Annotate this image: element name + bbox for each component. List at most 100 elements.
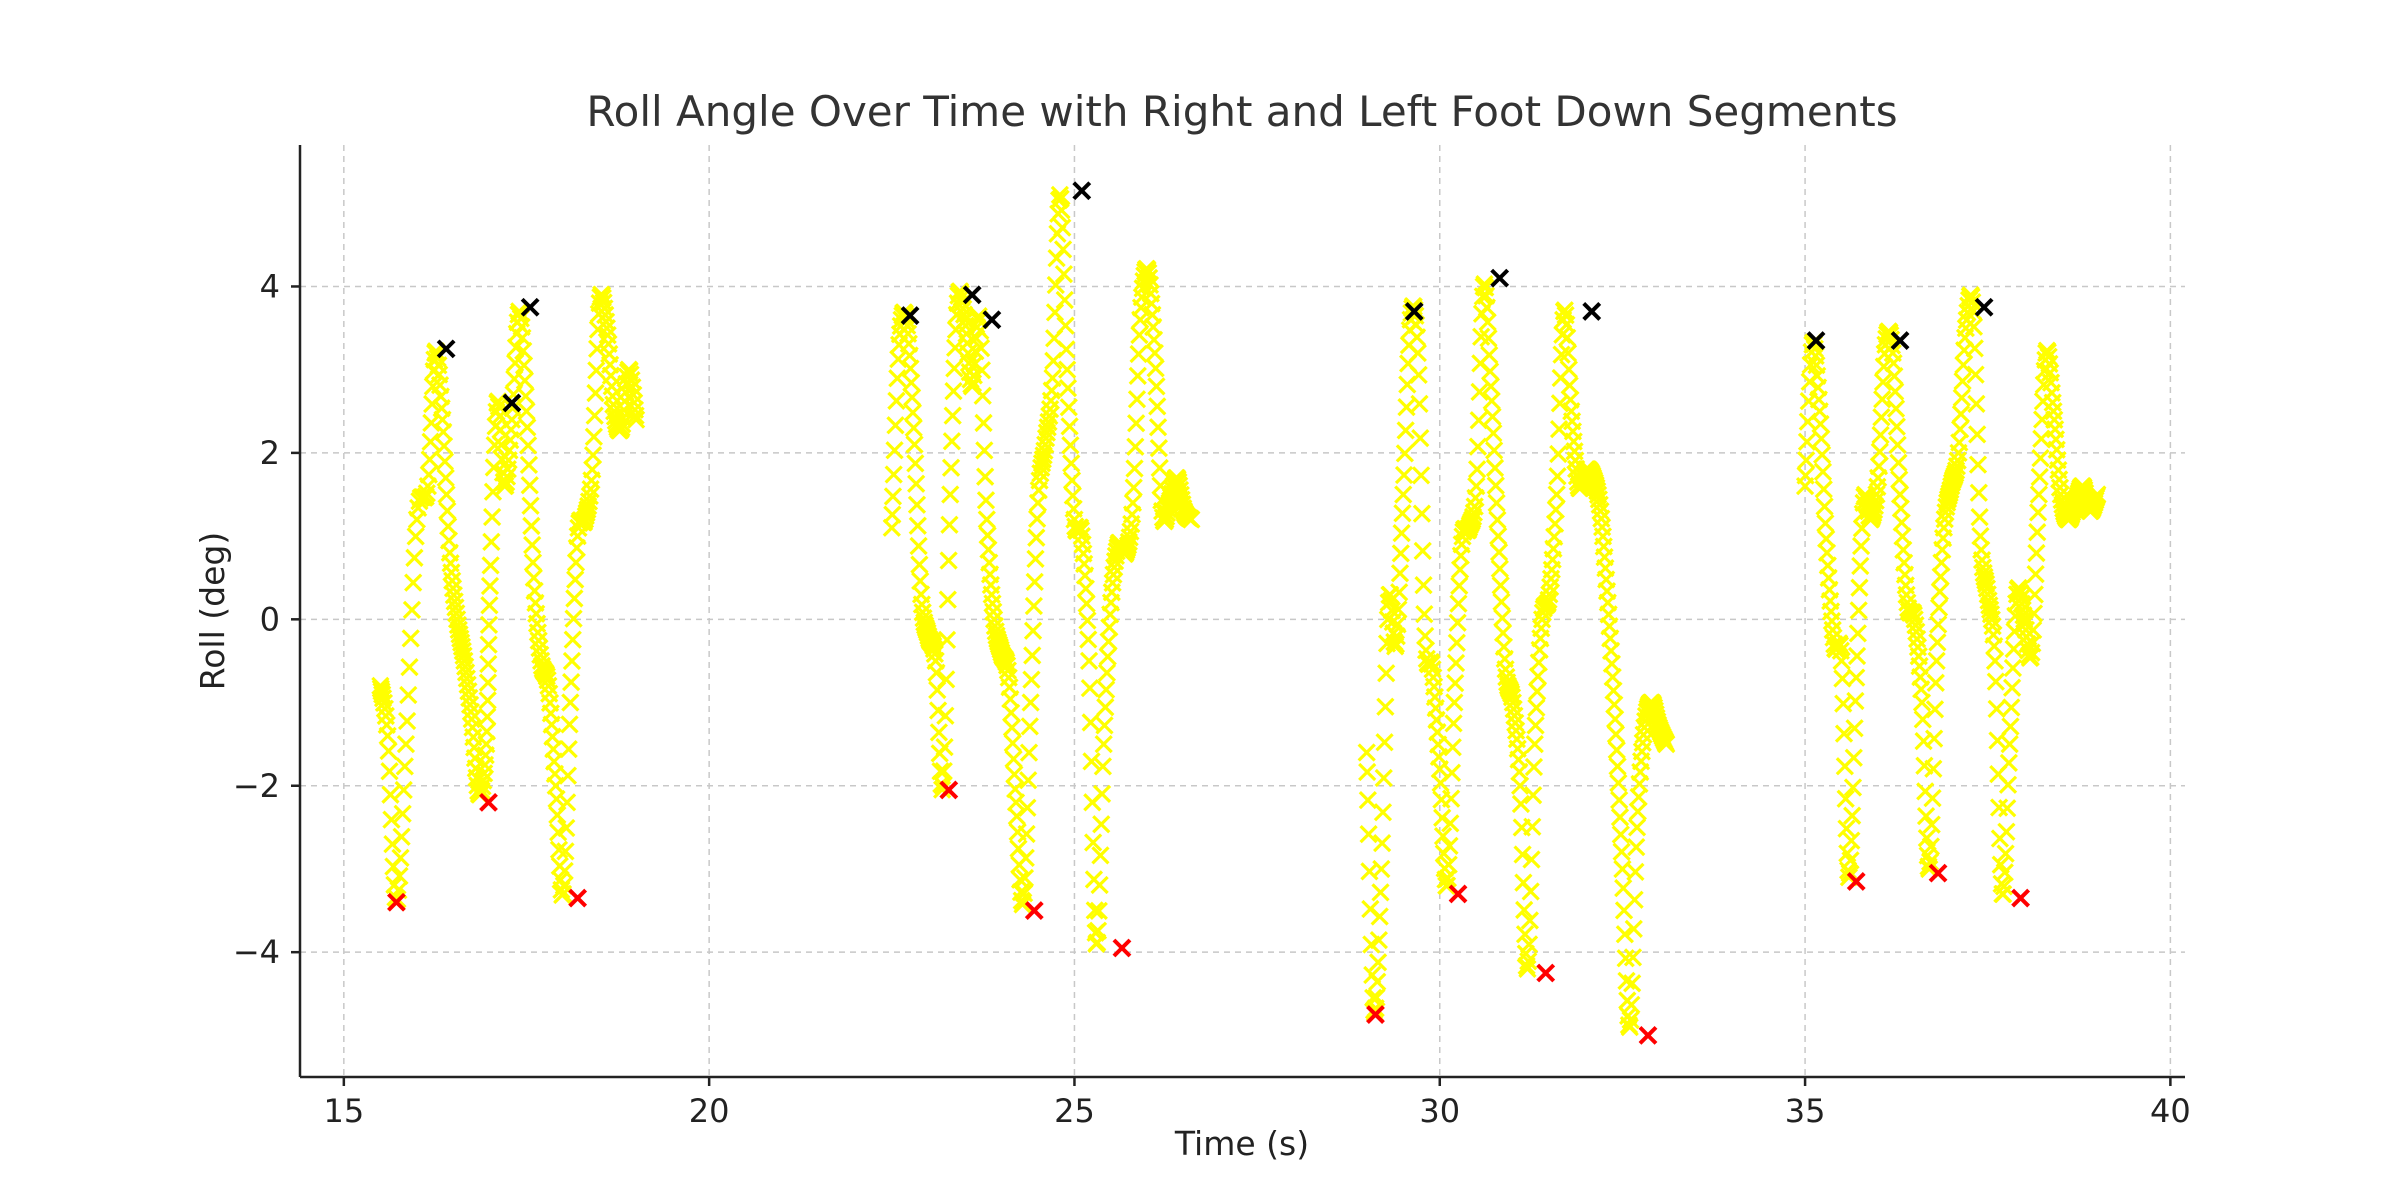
roll-point [1394,465,1414,485]
roll-point [1604,681,1623,700]
roll-point [555,861,574,881]
roll-point [1390,564,1410,583]
y-tick-label: −4 [233,933,280,971]
roll-point [1612,842,1631,861]
roll-point [1969,483,1988,502]
roll-point [943,406,962,425]
roll-point [1446,673,1465,693]
roll-point [583,460,602,479]
right-foot-down-point [1846,872,1866,891]
roll-point [1017,824,1036,844]
roll-point [557,818,576,838]
roll-point [562,651,582,671]
roll-point [1358,790,1377,810]
roll-point [1521,882,1540,901]
roll-point [1061,436,1080,455]
roll-point [1811,414,1830,434]
roll-point [902,388,922,407]
roll-point [1519,935,1539,954]
roll-point [1099,632,1118,651]
roll-point [1025,572,1044,592]
roll-point [479,635,498,654]
roll-point [1085,901,1104,920]
roll-point [1089,901,1108,921]
roll-point [405,548,424,567]
roll-point [1998,799,2017,818]
roll-point [1367,988,1386,1007]
roll-point [380,762,399,781]
roll-point [478,691,497,710]
roll-point [1006,793,1026,812]
roll-point [1925,700,1945,719]
roll-point [1394,485,1413,504]
roll-point [1546,500,1565,519]
roll-point [479,654,498,674]
roll-point [2026,564,2045,584]
y-tick-label: 2 [260,434,280,472]
roll-point [1467,477,1486,496]
roll-point [1550,394,1570,413]
roll-point [1606,725,1626,744]
roll-point [1027,528,1046,547]
roll-point [1433,808,1452,827]
roll-point [907,495,927,514]
y-axis-label: Roll (deg) [193,532,232,690]
roll-point [583,445,603,465]
roll-point [1623,948,1643,967]
roll-point [1059,398,1078,417]
roll-point [1182,510,1201,529]
roll-point [1527,698,1546,717]
roll-point [1510,762,1529,781]
roll-point [1058,360,1077,379]
roll-point [1057,340,1076,359]
roll-point [1485,458,1505,478]
roll-point [883,487,903,506]
roll-point [1965,339,1984,358]
roll-point [1624,919,1643,939]
roll-point [1871,425,1890,445]
roll-point [975,441,994,460]
roll-point [1359,825,1378,844]
roll-point [885,441,904,460]
roll-point [1867,485,1886,504]
roll-point [1372,859,1391,879]
roll-point [1623,974,1642,993]
roll-point [2025,585,2044,604]
roll-point [937,630,957,650]
roll-point [1412,504,1432,523]
roll-point [1005,765,1024,784]
roll-point [1610,808,1630,827]
left-foot-down-point [1806,331,1826,350]
roll-point [1490,559,1509,578]
roll-point [1124,478,1143,497]
roll-point [1950,420,1970,439]
roll-point [1016,848,1035,868]
roll-point [1912,693,1932,712]
roll-point [395,757,414,776]
roll-point [518,418,537,437]
roll-point [461,702,481,722]
roll-point [937,670,956,689]
roll-point [1149,439,1169,458]
roll-point [1873,372,1893,392]
roll-point [522,516,541,536]
roll-point [1615,925,1634,944]
roll-point [422,413,441,433]
roll-point [1409,365,1428,385]
right-foot-down-point [939,780,959,800]
roll-point [1832,651,1851,671]
roll-point [1511,794,1531,814]
roll-point [1447,633,1466,652]
roll-point [942,432,962,451]
roll-point [521,496,540,515]
roll-point [1080,678,1100,698]
roll-point [1357,743,1376,762]
roll-point [492,435,511,454]
roll-point [402,600,422,619]
roll-point [1388,615,1407,634]
roll-point [1094,735,1113,754]
roll-point [1891,499,1911,518]
roll-point [1797,451,1816,470]
roll-point [2039,347,2058,366]
